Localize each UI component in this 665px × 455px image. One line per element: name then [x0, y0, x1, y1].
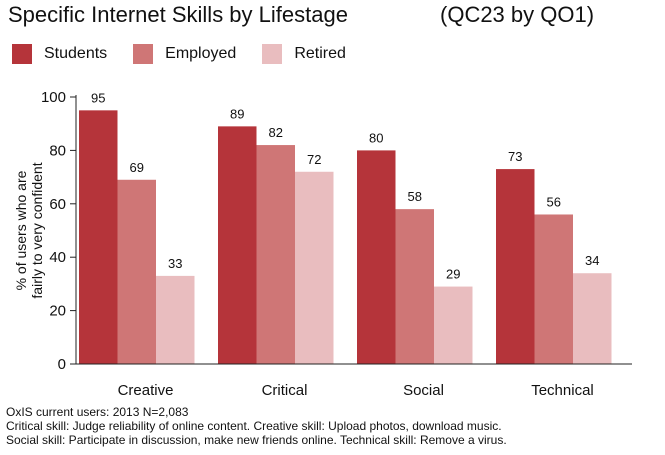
legend-item-retired: Retired [262, 44, 346, 64]
data-label: 69 [130, 160, 144, 175]
data-label: 33 [168, 256, 182, 271]
data-label: 73 [508, 149, 522, 164]
chart-plot: % of users who arefairly to very confide… [13, 89, 632, 399]
bar-employed-social [395, 209, 434, 364]
legend-swatch-retired [262, 44, 283, 64]
x-tick-label: Critical [262, 382, 308, 399]
data-label: 95 [91, 90, 105, 105]
data-label: 56 [547, 194, 561, 209]
footer-note-social-technical: Social skill: Participate in discussion,… [6, 433, 507, 447]
bar-employed-critical [256, 145, 295, 364]
bar-retired-critical [295, 171, 334, 364]
chart-title: Specific Internet Skills by Lifestage [8, 2, 348, 27]
y-tick-label: 60 [49, 196, 66, 213]
data-label: 80 [369, 130, 383, 145]
legend-swatch-students [12, 44, 32, 64]
legend: Students Employed Retired [12, 44, 372, 64]
bar-employed-technical [534, 214, 573, 364]
data-label: 72 [307, 152, 321, 167]
footer-note-critical-creative: Critical skill: Judge reliability of onl… [6, 419, 502, 433]
bar-students-critical [218, 126, 257, 365]
legend-item-students: Students [12, 44, 107, 64]
bar-employed-creative [117, 179, 156, 364]
chart-footer: OxIS current users: 2013 N=2,083 Critica… [6, 405, 507, 447]
legend-swatch-employed [133, 44, 154, 64]
x-tick-label: Social [403, 382, 444, 399]
data-label: 29 [446, 267, 460, 282]
bar-retired-technical [573, 273, 612, 364]
bar-students-technical [496, 169, 535, 364]
x-tick-label: Technical [531, 382, 594, 399]
bar-retired-social [434, 286, 473, 364]
legend-item-employed: Employed [133, 44, 236, 64]
legend-label-employed: Employed [165, 45, 237, 62]
data-label: 58 [408, 189, 422, 204]
y-tick-label: 100 [41, 89, 66, 106]
data-label: 34 [585, 253, 599, 268]
y-tick-label: 0 [58, 356, 66, 373]
data-label: 82 [269, 125, 283, 140]
y-tick-label: 40 [49, 249, 66, 266]
y-axis-label: % of users who arefairly to very confide… [13, 162, 45, 298]
data-label: 89 [230, 106, 244, 121]
bar-students-creative [79, 110, 118, 364]
x-tick-label: Creative [118, 382, 174, 399]
bar-retired-creative [156, 275, 195, 364]
legend-label-retired: Retired [294, 45, 346, 62]
y-tick-label: 20 [49, 303, 66, 320]
footer-source: OxIS current users: 2013 N=2,083 [6, 405, 189, 419]
chart-subtitle: (QC23 by QO1) [440, 2, 595, 27]
bar-students-social [357, 150, 396, 364]
legend-label-students: Students [44, 45, 108, 62]
y-tick-label: 80 [49, 142, 66, 159]
